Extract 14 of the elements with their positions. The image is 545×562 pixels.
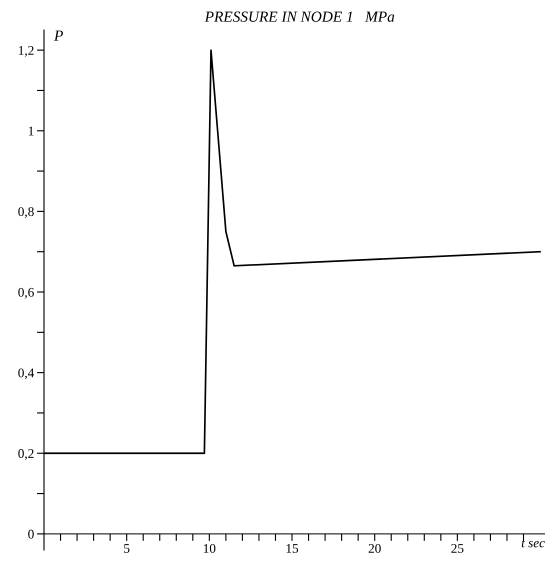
- x-tick-label: 5: [124, 544, 130, 553]
- x-tick-label: 15: [286, 544, 298, 553]
- x-tick-label: 25: [451, 544, 464, 553]
- y-tick-label: 0,2: [18, 449, 34, 460]
- y-tick-label: 0,4: [18, 368, 34, 380]
- y-tick-label: 0,8: [18, 207, 34, 218]
- y-tick-label: 0,6: [18, 288, 34, 299]
- y-axis-title: P: [54, 30, 63, 41]
- x-tick-label: 20: [368, 544, 381, 553]
- x-tick-label: 10: [204, 544, 216, 553]
- y-tick-label: 0: [28, 530, 34, 539]
- y-tick-label: 1,2: [18, 46, 34, 57]
- chart-title: PRESSURE IN NODE 1 MPa: [204, 12, 394, 22]
- y-tick-label: 1: [28, 126, 34, 136]
